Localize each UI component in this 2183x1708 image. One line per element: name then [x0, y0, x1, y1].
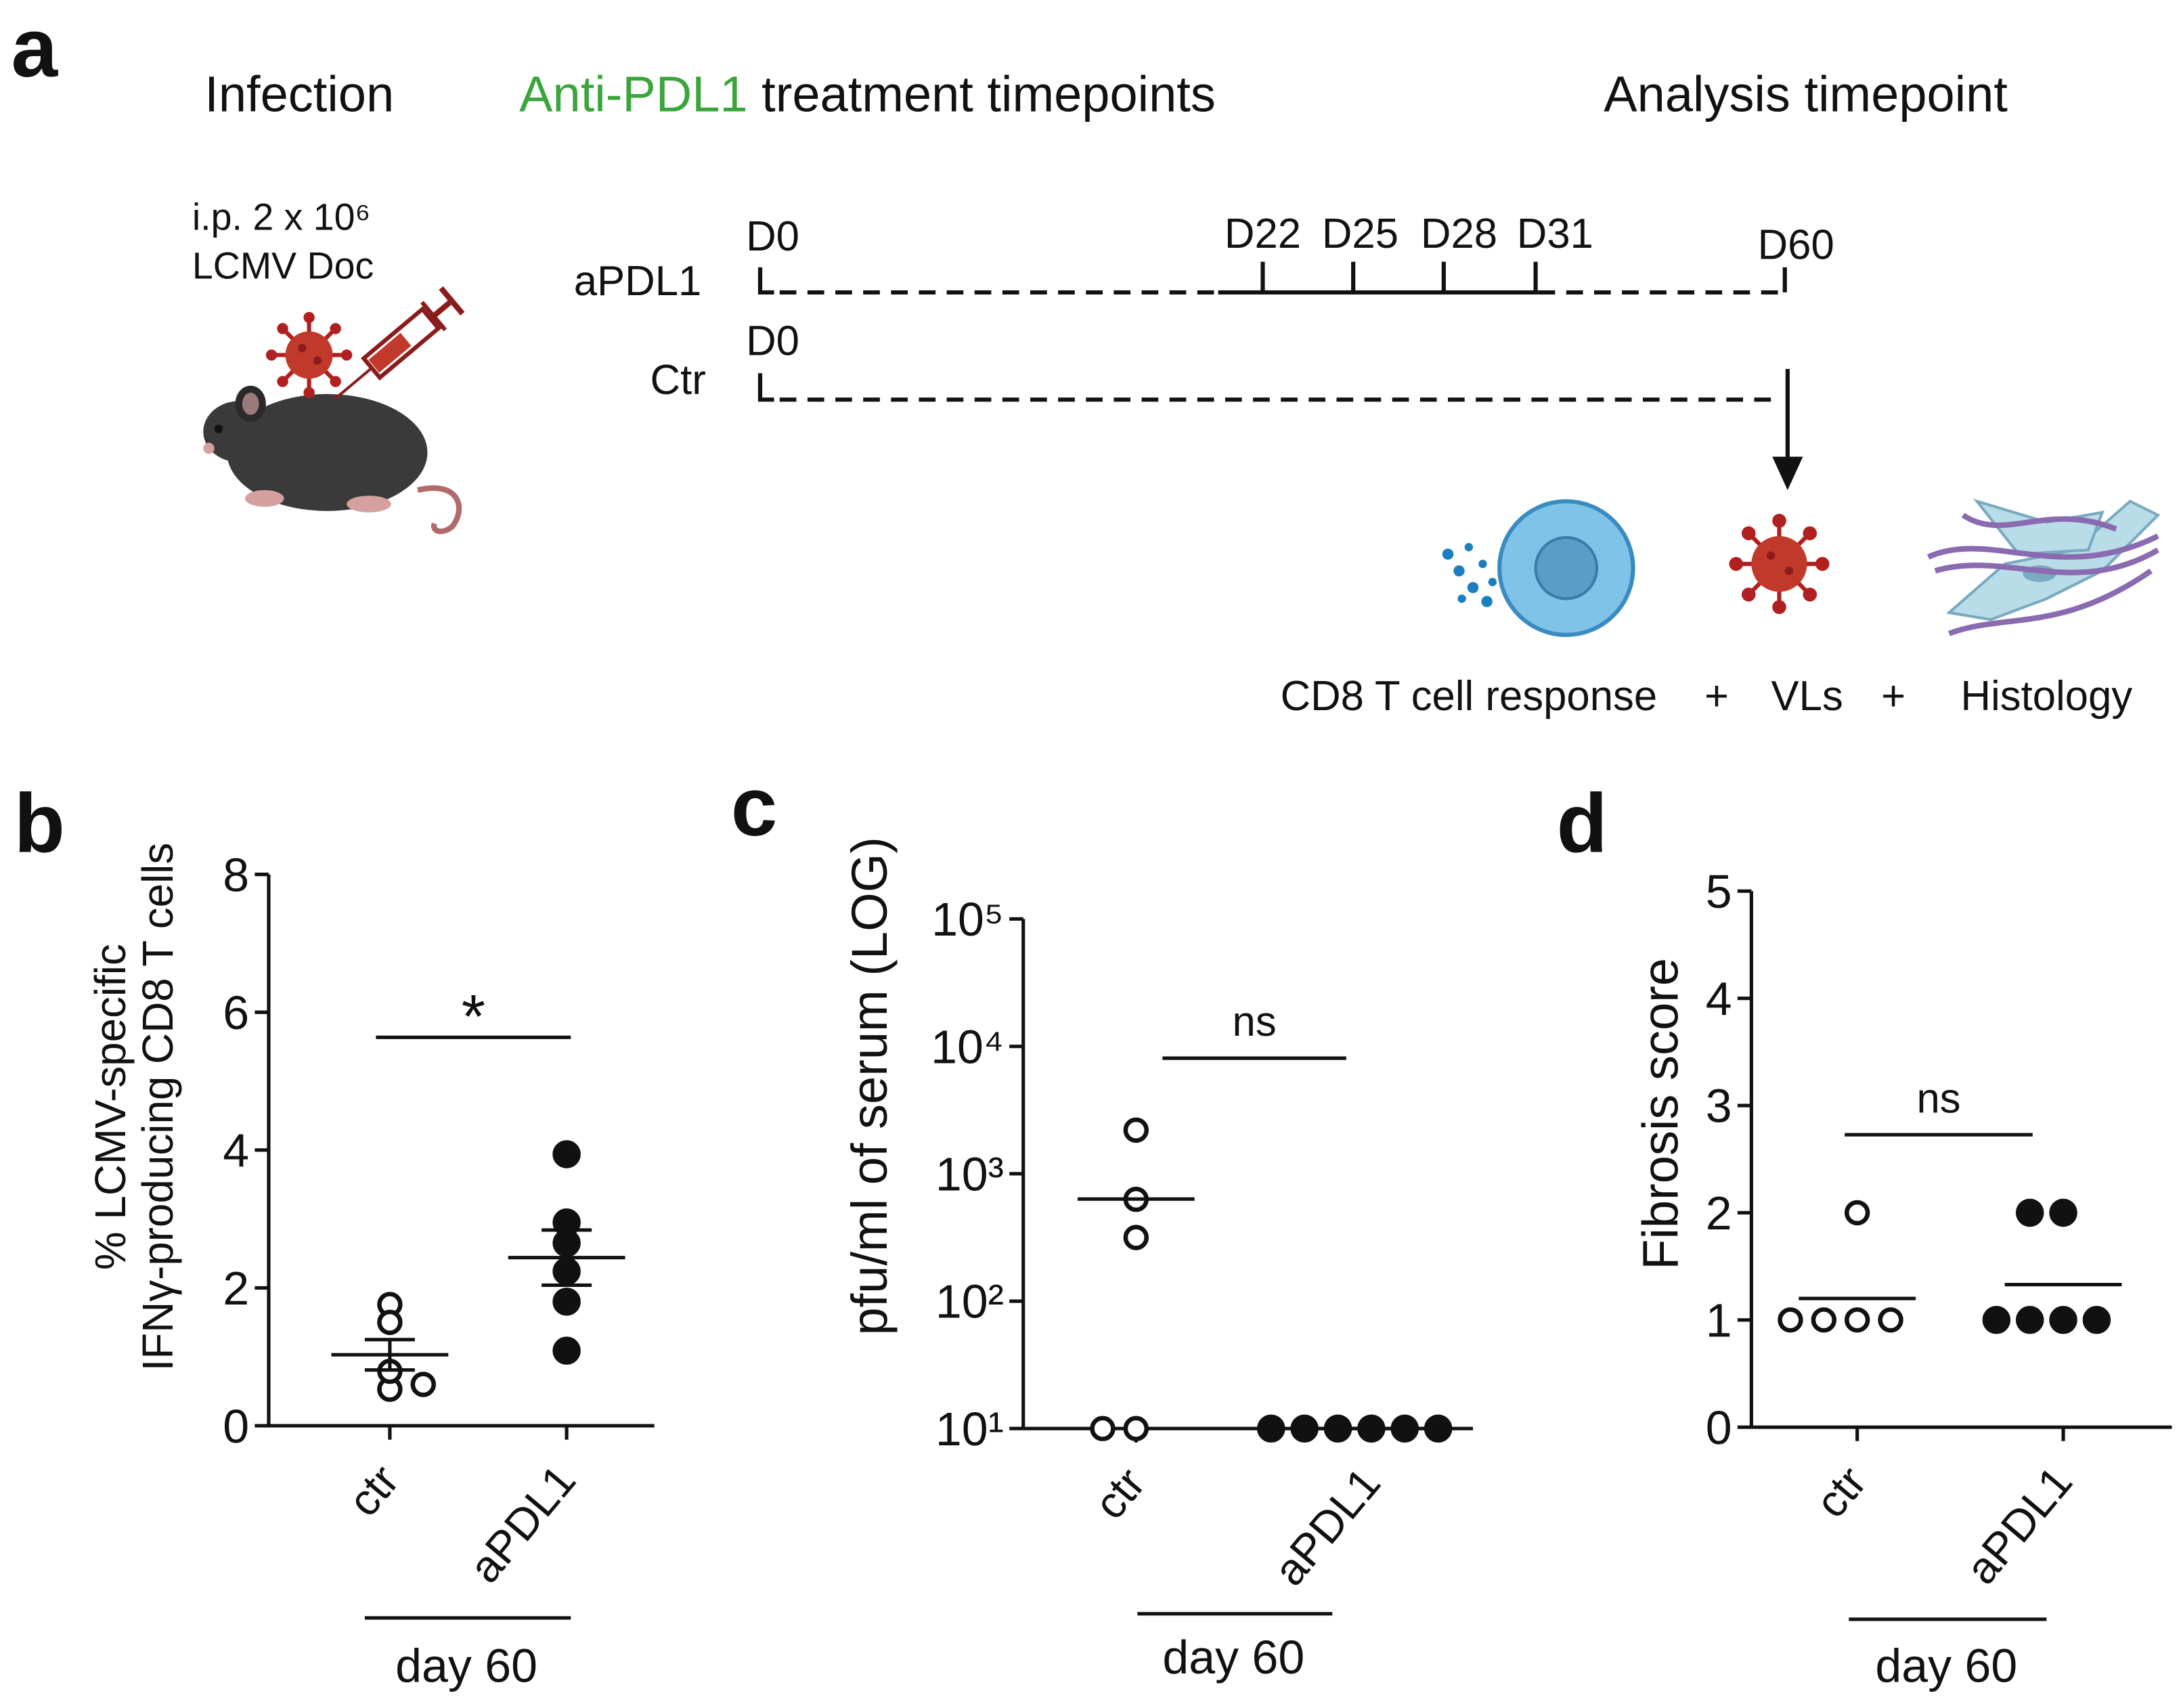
data-point: [1844, 1200, 1870, 1226]
error-bar: [364, 1338, 415, 1372]
mouse-icon: [203, 385, 462, 534]
y-tick-label: 10³: [935, 1148, 1004, 1201]
heading-drug: Anti-PDL1: [519, 66, 747, 123]
day-label: D60: [1758, 222, 1834, 269]
significance-label: ns: [1916, 1075, 1960, 1122]
heading-rest: treatment timepoints: [748, 66, 1216, 123]
day-label: D0: [746, 213, 799, 260]
panel-letter: c: [731, 760, 778, 854]
syringe-icon: [333, 286, 465, 401]
data-point: [1123, 1117, 1149, 1143]
y-axis-label: pfu/ml of serum (LOG): [841, 837, 898, 1335]
data-point: [1257, 1414, 1285, 1443]
day-label: D22: [1225, 211, 1301, 257]
data-point: [1123, 1225, 1149, 1250]
panel-letter: b: [14, 777, 65, 871]
y-tick-label: 1: [1706, 1294, 1732, 1346]
readout: +: [1704, 673, 1729, 720]
y-tick-label: 2: [223, 1262, 249, 1315]
data-point: [2015, 1198, 2044, 1227]
significance-label: ns: [1233, 999, 1277, 1045]
timeline: [757, 261, 1790, 460]
data-point: [2015, 1306, 2044, 1334]
day-label: D28: [1421, 211, 1497, 257]
y-tick-label: 4: [1706, 972, 1732, 1025]
heading: Analysis timepoint: [1604, 66, 2008, 123]
data-point: [1090, 1416, 1116, 1441]
data-point: [1982, 1306, 2011, 1334]
group-label: day 60: [395, 1640, 537, 1692]
virus-icon: [1729, 513, 1830, 615]
data-point: [1123, 1416, 1149, 1441]
data-point: [1878, 1307, 1903, 1333]
group-label: day 60: [1162, 1631, 1304, 1684]
significance-label: *: [462, 982, 485, 1051]
data-point: [1811, 1307, 1837, 1333]
y-tick-label: 0: [1706, 1401, 1732, 1454]
readout: Histology: [1961, 673, 2133, 720]
data-point: [377, 1309, 403, 1336]
y-tick-label: 6: [223, 986, 249, 1039]
panel-letter: a: [11, 1, 58, 95]
heading: Anti-PDL1 treatment timepoints: [519, 66, 1216, 123]
heading: Infection: [204, 66, 394, 123]
row-label: Ctr: [651, 357, 706, 403]
y-tick-label: 8: [223, 848, 249, 901]
data-point: [2049, 1198, 2077, 1227]
arrow-head: [1772, 456, 1803, 490]
y-tick-label: 10²: [935, 1275, 1004, 1328]
readout: VLs: [1771, 673, 1843, 720]
infection-virus: LCMV Doc: [192, 244, 374, 286]
data-point: [552, 1140, 581, 1168]
y-tick-label: 10⁴: [931, 1020, 1004, 1073]
data-point: [1844, 1307, 1870, 1333]
y-tick-label: 10¹: [935, 1403, 1004, 1455]
infection-dose: i.p. 2 x 10⁶: [192, 196, 371, 238]
panel-letter: d: [1556, 777, 1607, 871]
data-point: [552, 1288, 581, 1316]
day-label: D25: [1322, 211, 1398, 257]
data-point: [410, 1372, 436, 1397]
day-label: D31: [1517, 211, 1593, 257]
readout: CD8 T cell response: [1281, 673, 1658, 720]
y-tick-label: 2: [1706, 1187, 1732, 1240]
row-label: aPDL1: [574, 258, 702, 305]
y-tick-label: 5: [1706, 865, 1732, 918]
y-tick-label: 3: [1706, 1080, 1732, 1133]
data-point: [552, 1336, 581, 1365]
y-tick-label: 4: [223, 1124, 249, 1177]
day-label: D0: [746, 317, 799, 364]
data-point: [2082, 1306, 2111, 1334]
data-point: [2049, 1306, 2077, 1334]
y-tick-label: 10⁵: [931, 893, 1004, 946]
cell-icon: [1442, 499, 1635, 637]
y-axis-label: Fibrosis score: [1632, 958, 1688, 1270]
data-point: [1424, 1414, 1453, 1443]
readout: +: [1881, 673, 1905, 720]
error-bar: [542, 1228, 592, 1287]
y-axis-label: % LCMV-specific: [86, 944, 135, 1270]
y-tick-label: 0: [223, 1400, 249, 1453]
data-point: [1290, 1414, 1319, 1443]
histology-icon: [1926, 498, 2161, 636]
data-point: [1778, 1307, 1803, 1333]
y-axis-label: IFNγ-producing CD8 T cells: [133, 843, 182, 1372]
group-label: day 60: [1875, 1640, 2017, 1692]
virus-icon: [265, 311, 353, 399]
